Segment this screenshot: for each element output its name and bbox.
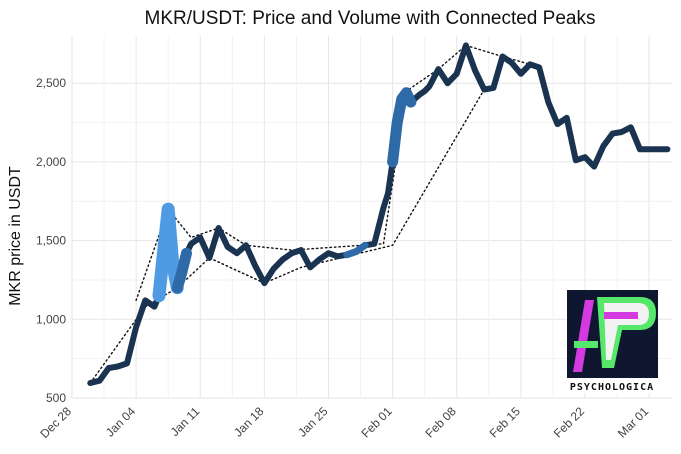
chart-title: MKR/USDT: Price and Volume with Connecte… (145, 8, 596, 29)
logo-magenta-accent (604, 312, 638, 319)
x-tick-label: Feb 08 (423, 404, 460, 441)
mid-volume-segment (387, 87, 417, 168)
mid-volume-segment (343, 241, 369, 259)
x-tick-label: Jan 04 (103, 404, 139, 440)
logo-green-bar (574, 341, 598, 348)
logo-text-band (567, 378, 658, 393)
peak-connectors (89, 44, 531, 384)
y-tick-label: 500 (46, 391, 66, 405)
x-tick-label: Feb 22 (551, 404, 588, 441)
mid-volume-segment (171, 247, 192, 294)
x-tick-labels: Dec 28 Jan 04 Jan 11 Jan 18 Jan 25 Feb 01 Feb … (37, 404, 651, 441)
peaks-connector-line (135, 44, 531, 302)
logo-magenta-bar (573, 300, 594, 372)
high-volume-segment (152, 202, 184, 303)
y-tick-label: 2,500 (36, 76, 66, 90)
y-axis-title: MKR price in USDT (7, 166, 24, 306)
x-tick-label: Jan 18 (231, 404, 267, 440)
price-line (87, 42, 671, 386)
x-tick-label: Feb 15 (487, 404, 524, 441)
x-tick-label: Dec 28 (37, 404, 74, 441)
logo-text: PSYCHOLOGICA (570, 382, 654, 393)
psychologica-logo: PSYCHOLOGICA (567, 290, 658, 393)
x-tick-label: Jan 11 (168, 404, 203, 439)
y-tick-label: 1,000 (36, 312, 66, 326)
x-tick-label: Jan 25 (295, 404, 331, 440)
x-tick-label: Feb 01 (358, 404, 395, 441)
x-tick-label: Mar 01 (615, 404, 652, 441)
y-tick-label: 2,000 (36, 155, 66, 169)
y-tick-label: 1,500 (36, 234, 66, 248)
y-tick-labels: 500 1,000 1,500 2,000 2,500 (36, 76, 66, 405)
